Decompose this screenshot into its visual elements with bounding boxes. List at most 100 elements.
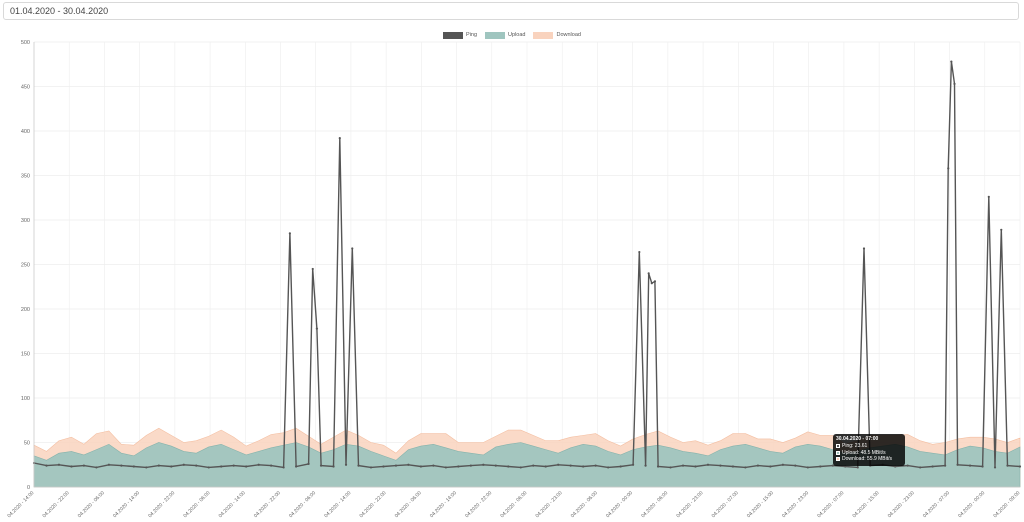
ping-point — [282, 466, 285, 469]
chart-legend: Ping Upload Download — [0, 29, 1024, 41]
ping-point — [457, 465, 460, 468]
y-tick-label: 0 — [27, 485, 30, 491]
ping-point — [338, 137, 341, 140]
ping-point — [582, 465, 585, 468]
x-tick-label: 04.2020 - 22:00 — [42, 490, 71, 519]
x-tick-label: 04.2020 - 06:00 — [570, 490, 599, 519]
ping-point — [681, 464, 685, 467]
ping-point — [357, 464, 360, 467]
x-tick-label: 04.2020 - 07:00 — [816, 490, 845, 519]
ping-point — [382, 465, 385, 468]
ping-point — [407, 463, 410, 466]
x-tick-label: 04.2020 - 22:00 — [464, 490, 493, 519]
ping-point — [856, 466, 859, 469]
y-tick-label: 100 — [21, 396, 30, 402]
ping-point — [369, 466, 373, 469]
x-tick-label: 04.2020 - 06:00 — [77, 490, 106, 519]
x-tick-label: 04.2020 - 06:00 — [640, 490, 669, 519]
ping-point — [469, 464, 472, 467]
ping-point — [1000, 228, 1003, 231]
x-tick-label: 04.2020 - 22:00 — [359, 490, 388, 519]
ping-point — [295, 465, 298, 468]
legend-swatch-download — [533, 31, 554, 39]
ping-point — [157, 464, 160, 467]
x-tick-label: 04.2020 - 23:00 — [781, 490, 810, 519]
ping-point — [619, 465, 622, 468]
ping-point — [719, 464, 722, 467]
legend-item-download[interactable]: Download — [533, 29, 581, 41]
legend-item-upload[interactable]: Upload — [485, 29, 525, 41]
tooltip-swatch-ping — [836, 444, 840, 449]
ping-point — [307, 462, 310, 465]
y-tick-label: 350 — [21, 174, 30, 180]
x-tick-label: 04.2020 - 15:00 — [852, 490, 881, 519]
y-tick-label: 300 — [21, 218, 30, 224]
ping-point — [1006, 464, 1009, 467]
ping-point — [394, 464, 398, 467]
ping-point — [744, 466, 747, 469]
y-tick-label: 150 — [21, 352, 30, 358]
tooltip-row-upload: Upload: 48.5 MBit/s — [836, 450, 902, 457]
x-tick-label: 04.2020 - 14:00 — [218, 490, 247, 519]
date-range-value: 01.04.2020 - 30.04.2020 — [10, 6, 109, 16]
legend-label-ping: Ping — [466, 32, 478, 38]
ping-point — [57, 463, 61, 466]
ping-point — [862, 247, 866, 250]
chart-tooltip: 30.04.2020 - 07:00 Ping: 23.61 Upload: 4… — [833, 434, 905, 466]
ping-point — [532, 464, 535, 467]
ping-point — [494, 464, 497, 467]
x-tick-label: 04.2020 - 09:00 — [992, 490, 1021, 519]
x-tick-label: 04.2020 - 14:00 — [6, 490, 35, 519]
ping-point — [257, 463, 260, 466]
ping-point — [70, 465, 73, 468]
tooltip-text-download: Download: 55.9 MBit/s — [842, 456, 893, 462]
ping-point — [557, 463, 560, 466]
x-tick-label: 04.2020 - 06:00 — [499, 490, 528, 519]
ping-point — [906, 464, 909, 467]
ping-point — [631, 463, 635, 466]
ping-point — [794, 464, 797, 467]
ping-point — [569, 464, 572, 467]
ping-point — [819, 465, 822, 468]
ping-point — [647, 272, 650, 275]
x-tick-label: 04.2020 - 15:00 — [746, 490, 775, 519]
x-tick-label: 04.2020 - 23:00 — [535, 490, 564, 519]
ping-point — [288, 232, 291, 235]
legend-item-ping[interactable]: Ping — [443, 29, 477, 41]
ping-point — [607, 466, 610, 469]
ping-point — [806, 466, 809, 469]
x-tick-label: 04.2020 - 00:00 — [605, 490, 634, 519]
ping-point — [107, 463, 110, 466]
y-tick-label: 250 — [21, 263, 30, 269]
ping-point — [311, 267, 314, 271]
ping-point — [344, 463, 348, 466]
ping-point — [953, 82, 956, 85]
ping-point — [45, 464, 48, 467]
ping-point — [482, 463, 485, 466]
ping-point — [95, 466, 98, 469]
ping-point — [947, 167, 950, 170]
tooltip-swatch-upload — [836, 450, 840, 455]
ping-point — [82, 464, 86, 467]
ping-point — [706, 463, 710, 466]
tooltip-text-upload: Upload: 48.5 MBit/s — [842, 449, 886, 456]
ping-point — [950, 60, 953, 63]
ping-point — [315, 327, 319, 330]
y-tick-label: 500 — [21, 40, 30, 46]
y-tick-label: 50 — [24, 441, 30, 447]
y-tick-label: 450 — [21, 85, 30, 91]
ping-point — [650, 282, 653, 285]
ping-point — [594, 464, 597, 467]
x-tick-label: 04.2020 - 23:00 — [887, 490, 916, 519]
ping-point — [1018, 465, 1022, 468]
date-range-input[interactable]: 01.04.2020 - 30.04.2020 — [3, 2, 1019, 20]
ping-point — [769, 465, 772, 468]
x-tick-label: 04.2020 - 07:00 — [922, 490, 951, 519]
y-tick-label: 200 — [21, 307, 30, 313]
ping-point — [120, 464, 123, 467]
legend-swatch-upload — [485, 31, 506, 39]
x-tick-label: 04.2020 - 14:00 — [323, 490, 352, 519]
ping-point — [444, 466, 447, 469]
ping-point — [931, 465, 934, 468]
ping-point — [756, 464, 759, 467]
